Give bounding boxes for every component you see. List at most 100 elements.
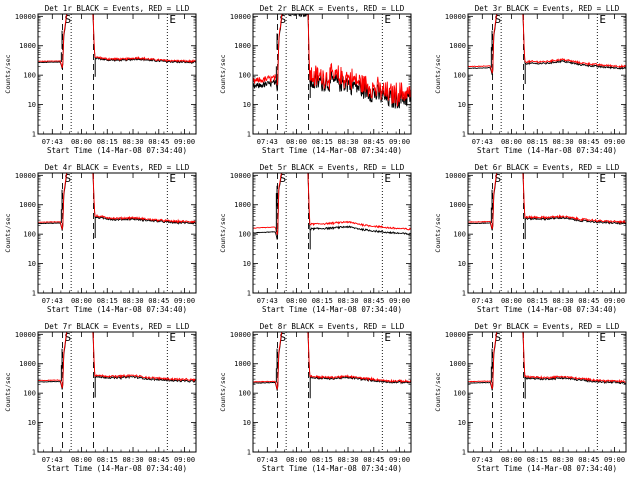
y-tick-label: 100	[23, 231, 36, 239]
x-tick-label: 08:45	[578, 456, 599, 464]
x-tick-label: 08:00	[286, 138, 307, 146]
plot-area	[468, 173, 626, 240]
x-axis-label: Start Time (14-Mar-08 07:34:40)	[262, 146, 402, 155]
x-tick-label: 07:43	[472, 456, 493, 464]
x-tick-label: 08:45	[363, 138, 384, 146]
x-tick-label: 07:43	[42, 138, 63, 146]
x-tick-label: 08:30	[552, 297, 573, 305]
y-tick-label: 10000	[15, 331, 36, 339]
x-tick-label: 08:30	[122, 138, 143, 146]
x-tick-label: 08:30	[122, 297, 143, 305]
y-tick-label: 10000	[445, 13, 466, 21]
y-tick-label: 1000	[19, 201, 36, 209]
x-axis-label: Start Time (14-Mar-08 07:34:40)	[477, 146, 617, 155]
x-tick-label: 08:00	[71, 138, 92, 146]
time-marker-label: S	[495, 331, 502, 344]
panel-title: Det 6r BLACK = Events, RED = LLD	[475, 163, 620, 172]
x-tick-label: 08:15	[312, 456, 333, 464]
panel-title: Det 9r BLACK = Events, RED = LLD	[475, 322, 620, 331]
x-tick-label: 08:00	[501, 456, 522, 464]
x-tick-label: 08:15	[312, 138, 333, 146]
y-tick-label: 10	[28, 419, 36, 427]
y-axis-label: Counts/sec	[434, 213, 442, 252]
y-axis-label: Counts/sec	[4, 54, 12, 93]
panel-1: Det 1r BLACK = Events, RED = LLD Counts/s…	[4, 4, 197, 155]
x-tick-label: 09:00	[389, 138, 410, 146]
x-tick-label: 08:00	[286, 297, 307, 305]
plot-frame	[37, 13, 197, 135]
plot-frame	[467, 172, 627, 294]
y-axis-label: Counts/sec	[434, 54, 442, 93]
y-tick-label: 1	[247, 131, 251, 139]
time-marker-label: E	[169, 331, 176, 344]
y-tick-label: 1	[32, 131, 36, 139]
y-tick-label: 1	[32, 290, 36, 298]
time-marker-label: S	[65, 13, 72, 26]
y-tick-label: 1000	[19, 42, 36, 50]
x-tick-label: 09:00	[604, 297, 625, 305]
plot-area	[253, 14, 411, 109]
x-tick-label: 07:43	[257, 456, 278, 464]
y-tick-label: 1000	[19, 360, 36, 368]
x-tick-label: 08:00	[501, 138, 522, 146]
plot-area	[38, 332, 196, 398]
y-tick-label: 10	[243, 101, 251, 109]
x-axis-label: Start Time (14-Mar-08 07:34:40)	[47, 464, 187, 473]
panel-4: Det 4r BLACK = Events, RED = LLD Counts/s…	[4, 163, 197, 314]
series-lld-line	[253, 332, 411, 390]
y-tick-label: 10	[243, 260, 251, 268]
time-marker-label: E	[599, 13, 606, 26]
y-tick-label: 1	[462, 449, 466, 457]
y-axis-label: Counts/sec	[219, 54, 227, 93]
y-tick-label: 100	[238, 72, 251, 80]
x-axis-label: Start Time (14-Mar-08 07:34:40)	[47, 146, 187, 155]
y-tick-label: 10000	[230, 172, 251, 180]
x-axis-label: Start Time (14-Mar-08 07:34:40)	[477, 464, 617, 473]
time-marker-label: E	[384, 13, 391, 26]
x-tick-label: 08:15	[527, 138, 548, 146]
x-tick-label: 09:00	[389, 297, 410, 305]
plot-area	[468, 14, 626, 85]
panel-6: Det 6r BLACK = Events, RED = LLD Counts/s…	[434, 163, 627, 314]
plot-frame	[252, 172, 412, 294]
time-marker-label: E	[169, 172, 176, 185]
series-lld-line	[253, 14, 411, 108]
y-tick-label: 100	[453, 72, 466, 80]
plot-area	[253, 332, 411, 399]
time-marker-label: S	[280, 172, 287, 185]
panel-title: Det 7r BLACK = Events, RED = LLD	[45, 322, 190, 331]
y-axis-label: Counts/sec	[434, 372, 442, 411]
x-axis-label: Start Time (14-Mar-08 07:34:40)	[262, 464, 402, 473]
series-lld-line	[38, 173, 196, 230]
y-axis-label: Counts/sec	[219, 213, 227, 252]
panel-title: Det 5r BLACK = Events, RED = LLD	[260, 163, 405, 172]
plot-frame	[37, 172, 197, 294]
time-marker-label: E	[599, 331, 606, 344]
x-tick-label: 08:30	[552, 456, 573, 464]
x-tick-label: 09:00	[174, 297, 195, 305]
x-tick-label: 08:15	[527, 456, 548, 464]
x-tick-label: 08:30	[337, 138, 358, 146]
x-tick-label: 08:00	[71, 297, 92, 305]
x-tick-label: 08:30	[337, 297, 358, 305]
x-tick-label: 08:00	[286, 456, 307, 464]
x-axis-label: Start Time (14-Mar-08 07:34:40)	[47, 305, 187, 314]
time-marker-label: E	[169, 13, 176, 26]
time-marker-label: S	[65, 172, 72, 185]
time-marker-label: E	[384, 331, 391, 344]
x-tick-label: 07:43	[472, 297, 493, 305]
y-tick-label: 10	[28, 260, 36, 268]
x-tick-label: 09:00	[389, 456, 410, 464]
panel-2: Det 2r BLACK = Events, RED = LLD Counts/s…	[219, 4, 412, 155]
x-axis-label: Start Time (14-Mar-08 07:34:40)	[477, 305, 617, 314]
series-lld-line	[468, 14, 626, 74]
y-tick-label: 10000	[445, 331, 466, 339]
x-tick-label: 08:15	[312, 297, 333, 305]
y-tick-label: 10	[243, 419, 251, 427]
y-tick-label: 100	[23, 72, 36, 80]
x-tick-label: 09:00	[174, 138, 195, 146]
panel-title: Det 4r BLACK = Events, RED = LLD	[45, 163, 190, 172]
x-tick-label: 08:45	[148, 138, 169, 146]
x-tick-label: 08:45	[148, 456, 169, 464]
